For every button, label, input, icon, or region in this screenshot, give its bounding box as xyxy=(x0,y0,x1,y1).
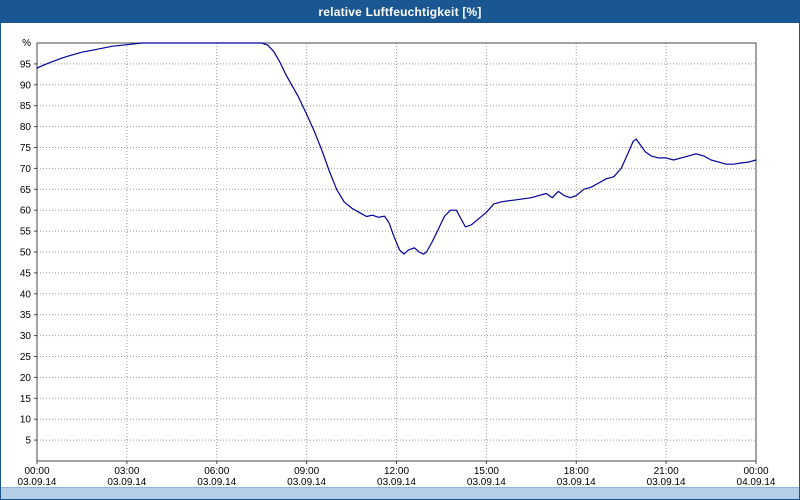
humidity-series-line xyxy=(36,42,757,255)
y-tick-label: 35 xyxy=(20,310,32,321)
y-tick-label: 45 xyxy=(20,268,32,279)
y-tick-label: 60 xyxy=(20,206,32,217)
humidity-chart: 95 90 85 80 75 70 65 60 55 50 45 40 35 30 25 20 15 10 5 00:… xyxy=(18,38,776,487)
y-tick-label: 10 xyxy=(20,415,32,426)
x-tick-time-label: 03:00 xyxy=(114,466,139,477)
x-tick-date-label: 03.09.14 xyxy=(557,477,596,487)
y-tick-label: 95 xyxy=(20,59,32,70)
x-tick-date-label: 03.09.14 xyxy=(467,477,506,487)
x-tick-date-label: 04.09.14 xyxy=(737,477,776,487)
x-tick-date-label: 03.09.14 xyxy=(18,477,57,487)
chart-title: relative Luftfeuchtigkeit [%] xyxy=(318,5,482,19)
chart-title-bar: relative Luftfeuchtigkeit [%] xyxy=(1,1,799,23)
y-tick-label: 90 xyxy=(20,80,32,91)
x-tick-time-label: 21:00 xyxy=(654,466,679,477)
x-tick-date-label: 03.09.14 xyxy=(647,477,686,487)
x-tick-time-label: 12:00 xyxy=(384,466,409,477)
y-tick-label: 5 xyxy=(25,436,31,447)
x-tick-date-label: 03.09.14 xyxy=(287,477,326,487)
y-tick-label: 15 xyxy=(20,394,32,405)
y-tick-label: 55 xyxy=(20,227,32,238)
x-tick-time-label: 06:00 xyxy=(204,466,229,477)
y-tick-label: 25 xyxy=(20,352,32,363)
x-tick-date-label: 03.09.14 xyxy=(197,477,236,487)
x-tick-time-label: 15:00 xyxy=(474,466,499,477)
y-tick-label: 75 xyxy=(20,143,32,154)
y-tick-label: 20 xyxy=(20,373,32,384)
x-tick-time-label: 00:00 xyxy=(24,466,49,477)
chart-plot-area: 95 90 85 80 75 70 65 60 55 50 45 40 35 30 25 20 15 10 5 00:… xyxy=(1,23,799,487)
y-tick-label: 65 xyxy=(20,185,32,196)
y-tick-label: 70 xyxy=(20,164,32,175)
y-tick-label: 30 xyxy=(20,331,32,342)
y-tick-label: 85 xyxy=(20,101,32,112)
y-tick-label: 80 xyxy=(20,122,32,133)
y-tick-label: 40 xyxy=(20,289,32,300)
footer-strip xyxy=(1,487,799,499)
x-tick-time-label: 09:00 xyxy=(294,466,319,477)
y-axis-unit-label: % xyxy=(22,38,31,49)
x-tick-date-label: 03.09.14 xyxy=(107,477,146,487)
y-tick-label: 50 xyxy=(20,248,32,259)
x-tick-date-label: 03.09.14 xyxy=(377,477,416,487)
plot-border xyxy=(36,42,757,462)
x-tick-time-label: 00:00 xyxy=(743,466,768,477)
x-tick-time-label: 18:00 xyxy=(564,466,589,477)
